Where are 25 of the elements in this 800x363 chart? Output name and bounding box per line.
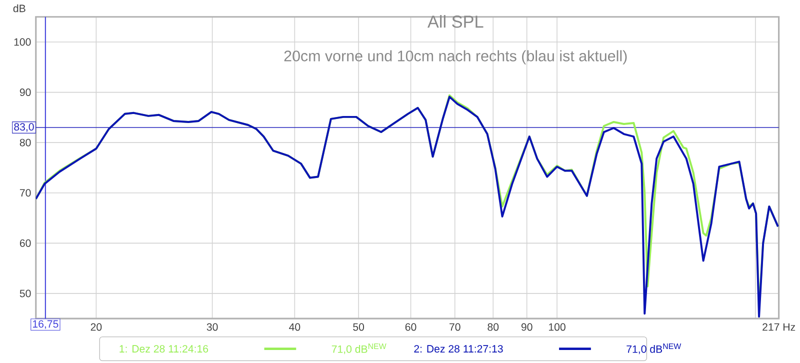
ref-line-label: 16,75 [33, 320, 58, 329]
y-tick-label: 50 [20, 290, 31, 298]
x-tick-label: 60 [405, 323, 416, 331]
text: 1: Dez 28 11:24:16 [120, 344, 208, 352]
y-tick-label: 80 [20, 138, 31, 146]
x-tick-label: 40 [289, 323, 300, 331]
x-tick-label: 20 [90, 323, 102, 331]
x-tick-label: 70 [450, 323, 460, 331]
y-tick-label: 90 [20, 88, 31, 96]
text: 20cm vorne und 10cm nach rechts (blau ist aktuell) [284, 50, 627, 64]
text: 2: Dez 28 11:27:13 [414, 344, 503, 352]
x-tick-label: 90 [521, 323, 532, 331]
x-tick-label: 80 [488, 323, 499, 331]
y-axis-title: dB [13, 4, 26, 12]
text: 71,0 dB$^{NEW}$ [626, 343, 682, 354]
text: 71,0 dB$^{NEW}$ [332, 343, 386, 354]
y-tick-label: 70 [20, 188, 31, 196]
x-tick-label: 30 [206, 323, 218, 331]
x-tick-label: 217 Hz [762, 323, 796, 330]
x-tick-label: 50 [353, 323, 364, 331]
y-tick-label: 100 [14, 38, 31, 46]
ref-line-label: 83,0 [14, 122, 34, 132]
x-tick-label: 100 [549, 323, 566, 331]
y-tick-label: 60 [20, 239, 31, 247]
chart-title: All SPL [427, 14, 484, 28]
